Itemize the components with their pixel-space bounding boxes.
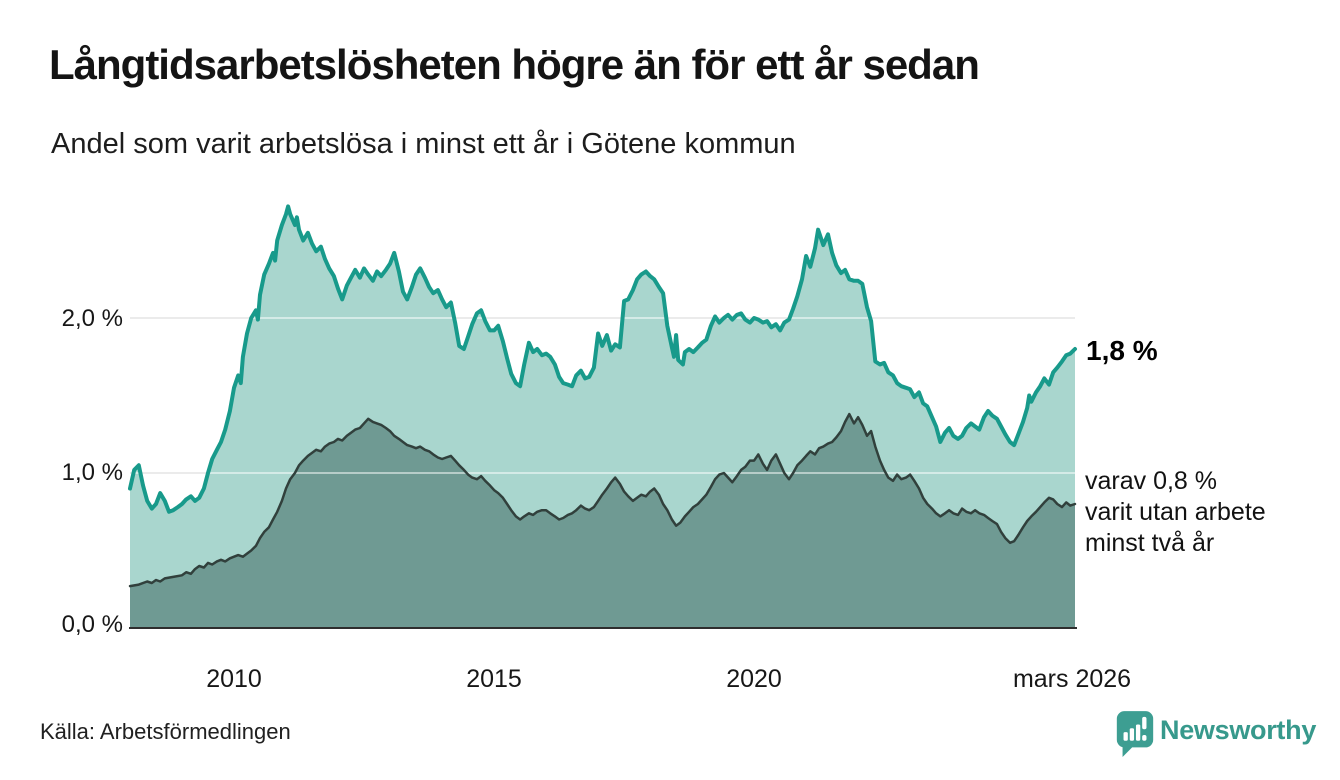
chart-subtitle: Andel som varit arbetslösa i minst ett å… bbox=[51, 128, 796, 160]
latest-value-label: 1,8 % bbox=[1086, 335, 1158, 366]
series-min-2yr-line bbox=[128, 412, 1077, 588]
newsworthy-logo: Newsworthy bbox=[1113, 706, 1333, 762]
x-axis-tick-mars-2026: mars 2026 bbox=[1012, 665, 1132, 693]
secondary-value-annotation: varav 0,8 % varit utan arbete minst två … bbox=[1085, 466, 1335, 559]
secondary-annotation-line2: varit utan arbete bbox=[1085, 498, 1266, 526]
newsworthy-wordmark: Newsworthy bbox=[1160, 715, 1317, 745]
series-min-1yr-line bbox=[128, 204, 1077, 514]
source-label: Källa: Arbetsförmedlingen bbox=[40, 719, 291, 744]
newsworthy-bubble-chart-icon bbox=[1116, 711, 1154, 757]
x-axis-tick-2010: 2010 bbox=[206, 665, 262, 693]
y-axis-tick-1pct: 1,0 % bbox=[61, 459, 123, 486]
secondary-annotation-line1: varav 0,8 % bbox=[1085, 467, 1218, 495]
secondary-annotation-line3: minst två år bbox=[1085, 529, 1215, 557]
x-axis-tick-2015: 2015 bbox=[466, 665, 522, 693]
x-axis-tick-2020: 2020 bbox=[726, 665, 782, 693]
y-axis-tick-0pct: 0,0 % bbox=[61, 611, 123, 638]
series-min-2yr-area bbox=[130, 414, 1075, 628]
page-title: Långtidsarbetslösheten högre än för ett … bbox=[49, 41, 980, 88]
y-axis-tick-2pct: 2,0 % bbox=[61, 305, 123, 332]
